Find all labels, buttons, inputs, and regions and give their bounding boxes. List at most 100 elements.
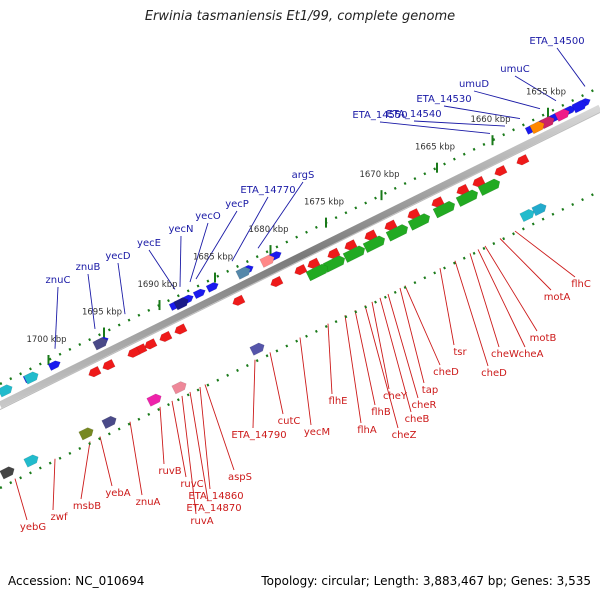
lower-gene-label[interactable]: cutC: [278, 416, 301, 427]
lower-gene-label[interactable]: yecM: [304, 427, 330, 438]
lower-gene-leader: [469, 253, 500, 348]
lower-gene-label[interactable]: zwf: [51, 512, 68, 523]
upper-gene-leader: [87, 273, 96, 330]
lower-gene-label[interactable]: flhE: [329, 396, 348, 407]
lower-gene-leader: [387, 293, 419, 399]
upper-gene-label[interactable]: yecD: [105, 251, 131, 262]
rna-gene-block: [455, 189, 479, 208]
lower-gene-label[interactable]: ruvB: [158, 466, 181, 477]
lower-gene-leader: [252, 359, 256, 429]
upper-gene-leader: [179, 235, 182, 287]
rna-gene-block: [342, 245, 366, 263]
upper-gene-leader: [379, 121, 491, 134]
accession-text: Accession: NC_010694: [8, 574, 145, 588]
upper-gene-label[interactable]: znuB: [76, 262, 101, 273]
upper-gene-label[interactable]: yecE: [137, 238, 161, 249]
lower-gene-block: [23, 454, 39, 468]
upper-gene-leader: [443, 105, 521, 120]
lower-gene-label[interactable]: tsr: [453, 347, 467, 358]
upper-gene-label[interactable]: umuD: [459, 79, 489, 90]
lower-gene-label[interactable]: ETA_14860: [188, 491, 243, 502]
reverse-gene-arrow: [384, 219, 398, 231]
lower-gene-block: [171, 381, 187, 395]
topology-summary: Topology: circular; Length: 3,883,467 bp…: [261, 574, 591, 588]
upper-gene-block: [571, 100, 587, 114]
lower-gene-leader: [171, 400, 187, 478]
lower-gene-label[interactable]: ruvC: [180, 479, 203, 490]
upper-gene-label[interactable]: ETA_14500: [529, 36, 584, 47]
lower-gene-block: [101, 415, 117, 430]
lower-gene-label[interactable]: cheR: [412, 400, 437, 411]
lower-gene-label[interactable]: ETA_14790: [231, 430, 286, 441]
lower-gene-leader: [399, 287, 425, 384]
reverse-gene-arrow: [294, 263, 308, 276]
lower-gene-leader: [379, 297, 412, 413]
lower-gene-label[interactable]: cheA: [519, 349, 544, 360]
upper-gene-label[interactable]: yecP: [225, 199, 249, 210]
lower-gene-label[interactable]: motA: [544, 292, 571, 303]
reverse-gene-arrow: [174, 323, 188, 335]
upper-gene-block: [92, 337, 108, 351]
lower-gene-leader: [99, 436, 113, 487]
upper-gene-label[interactable]: ETA_14530: [416, 94, 471, 105]
lower-gene-label[interactable]: cheW: [491, 349, 519, 360]
upper-gene-leader: [195, 210, 238, 280]
upper-gene-label[interactable]: argS: [292, 170, 315, 181]
lower-gene-leader: [269, 352, 284, 415]
ruler-tick-label: 1675 kbp: [304, 198, 344, 208]
lower-gene-label[interactable]: flhB: [371, 407, 391, 418]
lower-gene-leader: [371, 301, 390, 390]
upper-gene-label[interactable]: umuC: [500, 64, 529, 75]
upper-gene-label[interactable]: ETA_14770: [240, 185, 295, 196]
lower-gene-label[interactable]: znuA: [136, 497, 161, 508]
lower-gene-label[interactable]: motB: [530, 333, 557, 344]
lower-gene-label[interactable]: yebA: [105, 488, 130, 499]
rna-gene-block: [407, 213, 431, 231]
lower-gene-label[interactable]: aspS: [228, 472, 252, 483]
upper-gene-leader: [231, 196, 269, 262]
reverse-gene-arrow: [307, 257, 321, 269]
lower-gene-label[interactable]: cheD: [481, 368, 507, 379]
reverse-gene-arrow: [159, 330, 173, 343]
lower-gene-block: [78, 427, 94, 441]
lower-gene-leader: [129, 421, 143, 496]
lower-track-line: [0, 189, 600, 490]
lower-gene-block: [146, 393, 162, 407]
lower-gene-label[interactable]: cheZ: [392, 430, 417, 441]
lower-gene-leader: [499, 238, 552, 291]
lower-gene-label[interactable]: flhC: [571, 279, 591, 290]
upper-gene-block: [554, 108, 570, 122]
ruler-tick-label: 1700 kbp: [26, 335, 66, 345]
lower-gene-leader: [327, 323, 333, 395]
lower-gene-label[interactable]: tap: [422, 385, 438, 396]
lower-gene-label[interactable]: ETA_14870: [186, 503, 241, 514]
upper-gene-label[interactable]: ETA_14540: [386, 109, 441, 120]
reverse-gene-arrow: [270, 275, 284, 288]
lower-gene-leader: [354, 310, 376, 406]
lower-gene-leader: [514, 230, 576, 278]
upper-gene-label[interactable]: znuC: [46, 275, 71, 286]
ruler-tick-label: 1660 kbp: [470, 115, 510, 125]
lower-gene-label[interactable]: msbB: [73, 501, 101, 512]
lower-gene-leader: [484, 245, 538, 332]
reverse-gene-arrow: [232, 294, 246, 306]
reverse-gene-arrow: [102, 358, 116, 371]
genome-backbone: [0, 104, 600, 409]
lower-gene-label[interactable]: ruvA: [190, 516, 213, 527]
upper-gene-leader: [473, 90, 541, 110]
upper-gene-label[interactable]: yecN: [168, 224, 193, 235]
ruler-tick-label: 1670 kbp: [359, 170, 399, 180]
upper-gene-label[interactable]: yecO: [195, 211, 221, 222]
lower-gene-label[interactable]: cheB: [405, 414, 430, 425]
reverse-gene-arrow: [127, 346, 141, 358]
lower-gene-block: [0, 466, 15, 480]
upper-gene-leader: [54, 286, 59, 349]
lower-gene-leader: [404, 285, 441, 366]
lower-gene-label[interactable]: cheD: [433, 367, 459, 378]
lower-gene-label[interactable]: cheY: [383, 391, 408, 402]
lower-gene-label[interactable]: yebG: [20, 522, 46, 533]
upper-gene-label[interactable]: ETA_14550: [352, 110, 407, 121]
reverse-gene-arrow: [344, 239, 358, 251]
lower-gene-label[interactable]: flhA: [357, 425, 377, 436]
